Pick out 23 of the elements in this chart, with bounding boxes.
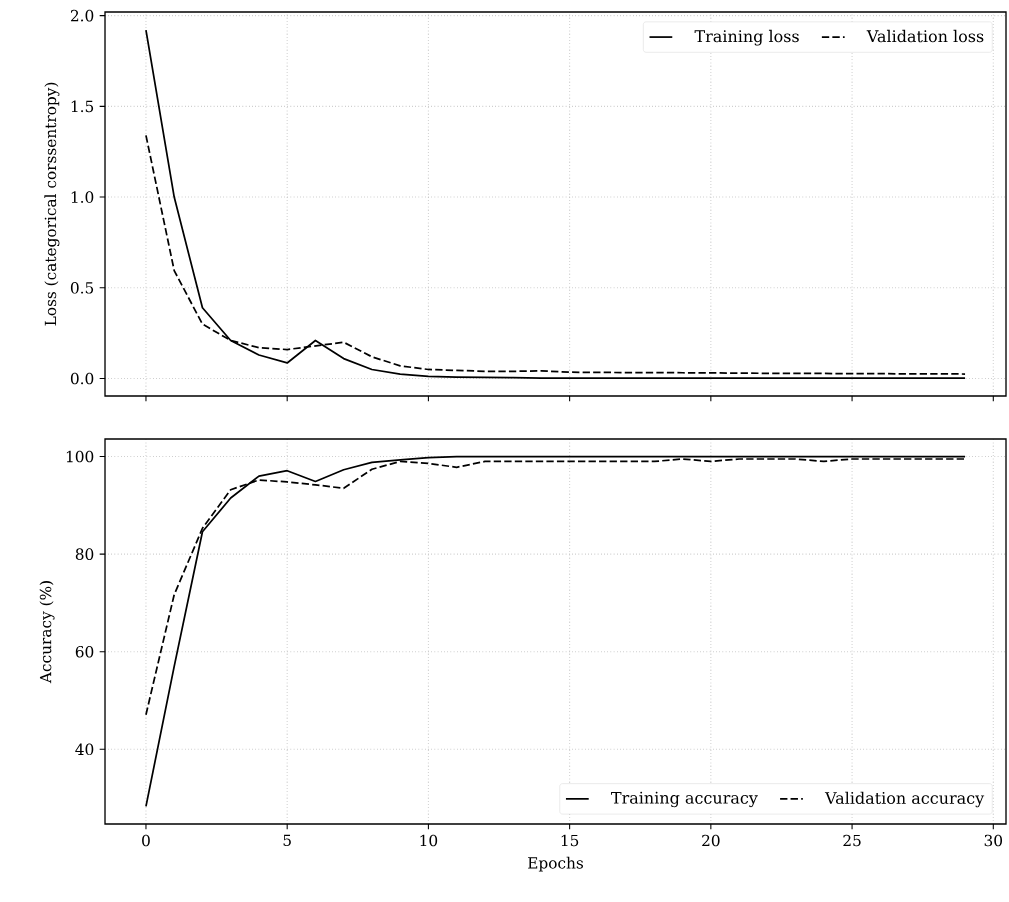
x-tick-label: 10: [420, 834, 438, 847]
y-tick-label: 1.5: [71, 100, 94, 113]
x-tick-label: 0: [142, 834, 150, 847]
x-tick-label: 30: [984, 834, 1003, 847]
legend-label: Validation accuracy: [824, 791, 985, 808]
x-tick-label: 5: [283, 834, 291, 847]
y-tick-label: 0.5: [70, 282, 94, 294]
y-tick-label: 40: [75, 743, 94, 756]
x-tick-label: 20: [702, 834, 720, 847]
x-axis-title: Epochs: [528, 856, 584, 872]
y-tick-label: 80: [75, 548, 94, 560]
y-tick-label: 100: [66, 450, 94, 463]
y-tick-label: 60: [75, 645, 94, 658]
y-tick-label: 0.0: [70, 372, 94, 385]
y-axis-title: Loss (categorical corssentropy): [44, 82, 60, 326]
y-axis-title: Accuracy (%): [39, 581, 55, 684]
legend-label: Validation loss: [866, 29, 984, 43]
x-tick-label: 15: [561, 834, 579, 847]
y-tick-label: 1.0: [71, 191, 94, 203]
legend-label: Training loss: [694, 29, 799, 46]
x-tick-label: 25: [843, 834, 861, 847]
y-tick-label: 2.0: [70, 9, 94, 22]
legend-label: Training accuracy: [611, 791, 758, 808]
